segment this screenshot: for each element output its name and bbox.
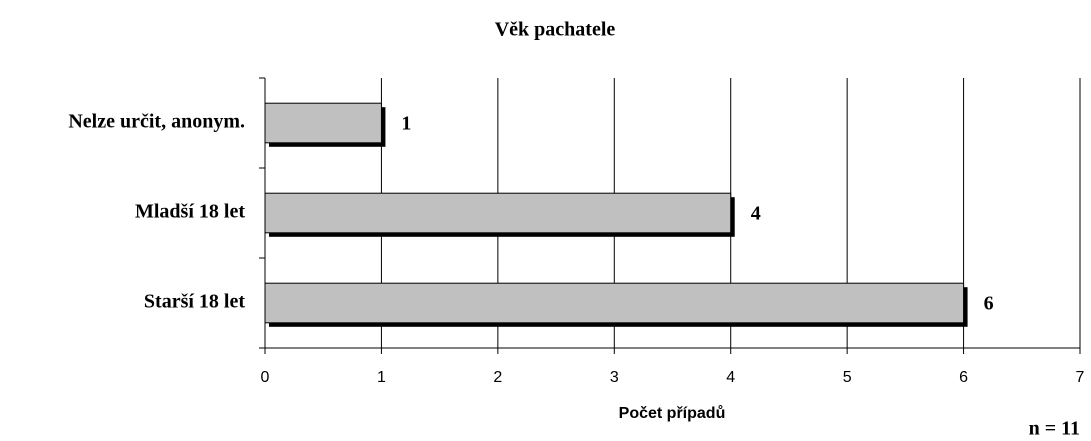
x-tick-label: 5	[843, 369, 852, 386]
y-tick-label: Nelze určit, anonym.	[68, 111, 245, 133]
data-label: 6	[984, 293, 994, 315]
bar	[264, 282, 965, 324]
x-tick-label: 7	[1076, 369, 1085, 386]
annotation: n = 11	[1029, 418, 1080, 440]
x-tick-label: 0	[261, 369, 270, 386]
x-tick-label: 3	[610, 369, 619, 386]
bar	[264, 102, 382, 144]
y-tick-label: Mladší 18 let	[135, 201, 245, 223]
bar	[264, 192, 732, 234]
x-tick-label: 6	[959, 369, 968, 386]
data-label: 4	[751, 203, 761, 225]
x-tick-label: 2	[493, 369, 502, 386]
data-label: 1	[401, 113, 411, 135]
y-tick-label: Starší 18 let	[144, 291, 245, 313]
x-tick-label: 4	[726, 369, 735, 386]
chart-title: Věk pachatele	[495, 19, 616, 41]
x-axis-label: Počet případů	[619, 405, 726, 422]
x-tick-label: 1	[377, 369, 386, 386]
